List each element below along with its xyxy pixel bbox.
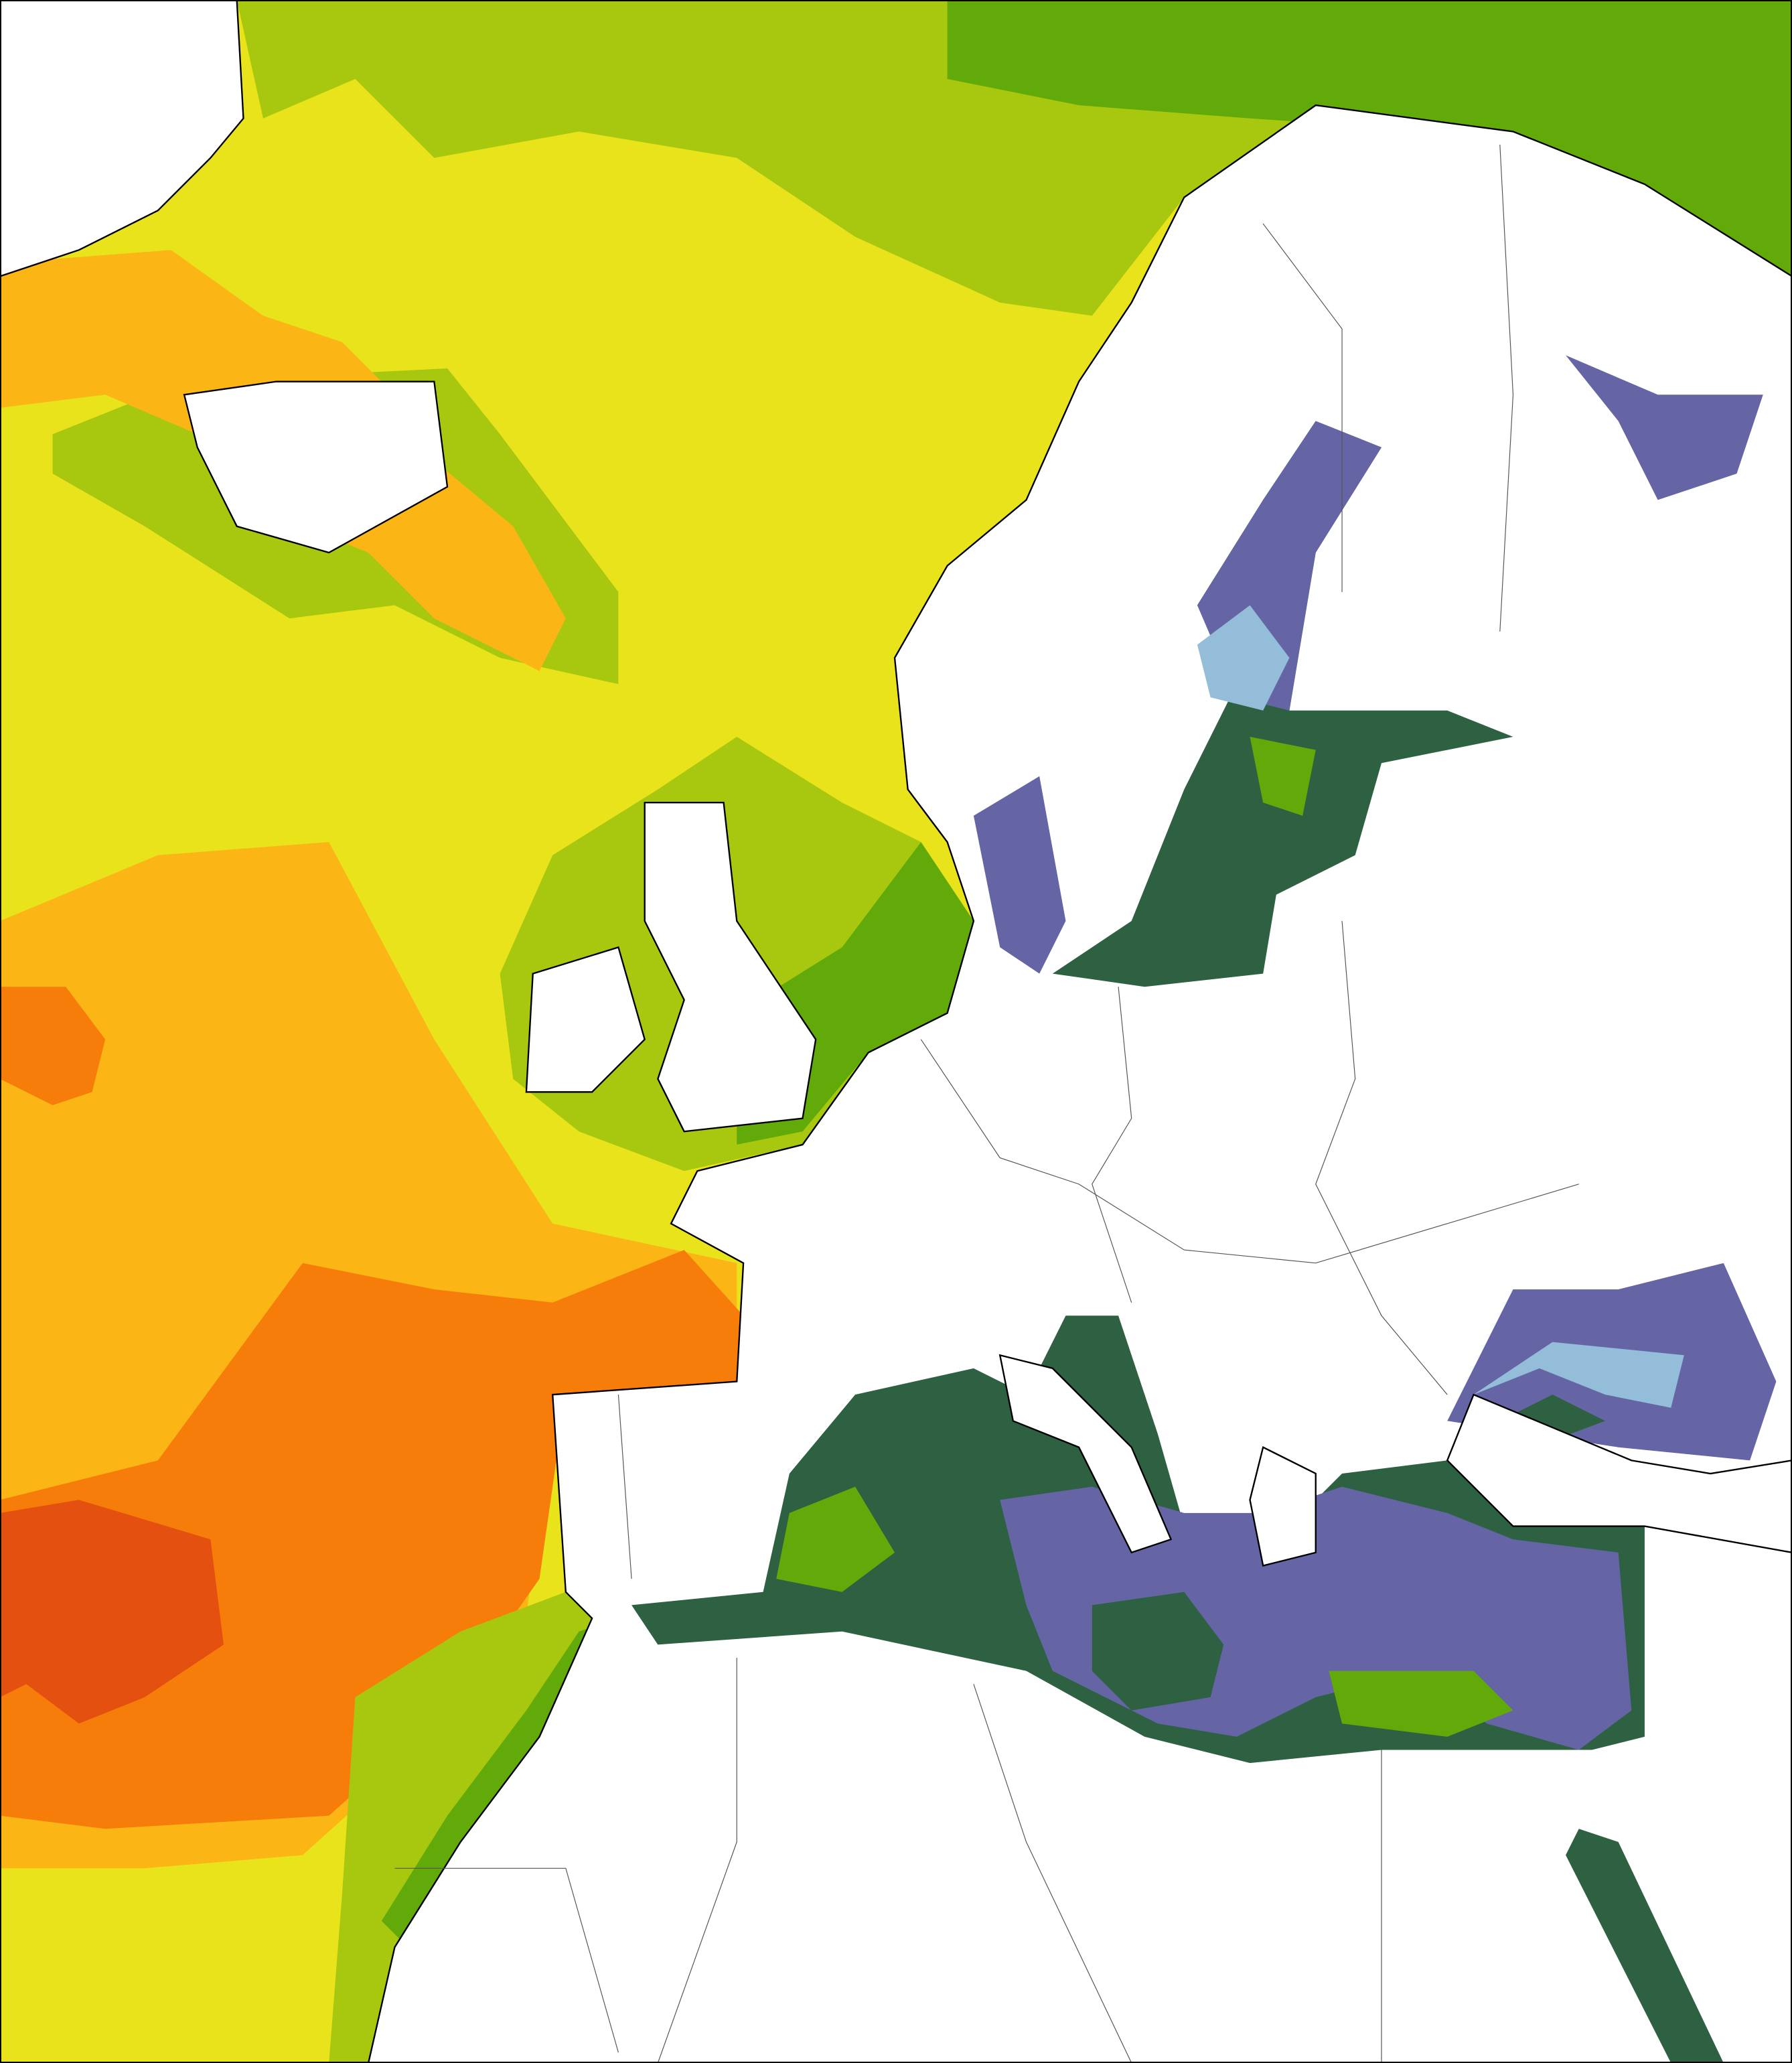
italy: [998, 1354, 1173, 1554]
islands: [183, 380, 1792, 1567]
red-sea: [1566, 1829, 1724, 2063]
ocean-green-north: [947, 0, 1792, 277]
bothnian-sea: [1197, 605, 1290, 711]
iceland: [183, 380, 449, 554]
borders: [394, 145, 1579, 2063]
greece: [1249, 1446, 1317, 1567]
white-sea: [1566, 355, 1763, 500]
border-line: [1499, 145, 1514, 632]
ionian-dark: [1092, 1591, 1224, 1711]
great-britain: [644, 802, 817, 1133]
ocean-deep-orange-west: [0, 987, 106, 1105]
greenland: [0, 0, 244, 277]
balearic-green: [776, 1486, 895, 1592]
border-line: [617, 1395, 632, 1579]
border-line: [657, 1658, 737, 2063]
border-line: [1262, 223, 1343, 592]
ocean-red: [0, 1500, 224, 1724]
border-line: [394, 1867, 619, 2053]
border-line: [1315, 920, 1448, 1395]
black-sea-light: [1473, 1342, 1684, 1408]
levant-green: [1329, 1670, 1513, 1737]
border-line: [973, 1684, 1132, 2063]
ireland: [525, 946, 646, 1093]
kattegat: [973, 776, 1066, 974]
baltic-green: [1250, 737, 1316, 816]
border-line: [1092, 987, 1132, 1303]
anatolia: [1446, 1393, 1792, 1554]
border-line: [920, 1039, 1579, 1264]
